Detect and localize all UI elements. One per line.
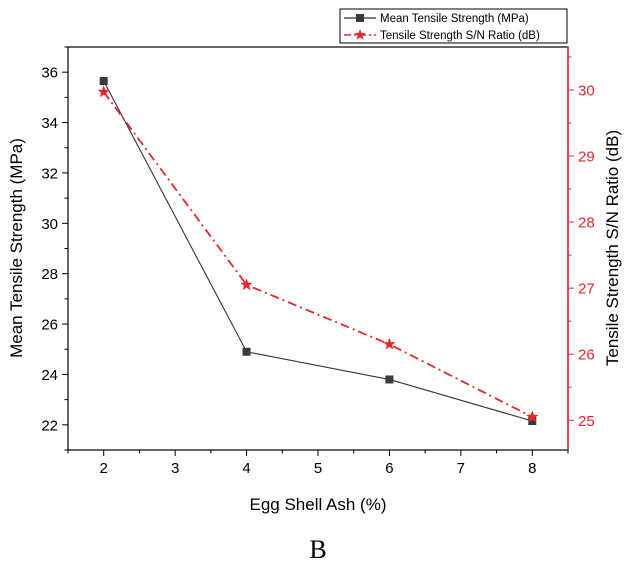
y-tick-label: 30 [41, 216, 58, 233]
x-tick-label: 8 [528, 460, 536, 477]
panel-label: B [309, 535, 326, 564]
x-tick-label: 4 [242, 460, 250, 477]
legend-label-sn: Tensile Strength S/N Ratio (dB) [380, 30, 540, 42]
y-tick-label: 36 [41, 65, 58, 82]
y2-tick-label: 29 [578, 149, 595, 166]
series-layer [97, 77, 539, 426]
legend-marker-square [356, 14, 364, 22]
x-tick-label: 5 [314, 460, 322, 477]
data-point-square [385, 375, 394, 384]
y2-tick-label: 30 [578, 82, 595, 99]
y-tick-label: 26 [41, 317, 58, 334]
x-axis-label: Egg Shell Ash (%) [249, 495, 386, 514]
series-line-0 [103, 80, 533, 422]
y2-tick-label: 27 [578, 281, 595, 298]
y-axis-left: 22 24 26 28 30 32 34 36 [41, 46, 68, 451]
data-point-star [526, 410, 539, 423]
data-point-star [240, 278, 253, 291]
legend-label-mean: Mean Tensile Strength (MPa) [380, 13, 529, 25]
data-point-square [99, 77, 108, 86]
y-tick-label: 22 [41, 417, 58, 434]
data-point-square [528, 417, 537, 426]
data-point-star [97, 85, 110, 98]
y2-tick-label: 25 [578, 413, 595, 430]
plot-frame [67, 46, 569, 451]
x-tick-label: 7 [457, 460, 465, 477]
data-point-square [242, 347, 251, 356]
y-axis-label-left: Mean Tensile Strength (MPa) [7, 138, 26, 358]
y-tick-label: 24 [41, 367, 58, 384]
y2-tick-label: 28 [578, 215, 595, 232]
x-tick-label: 6 [385, 460, 393, 477]
legend: Mean Tensile Strength (MPa) Tensile Stre… [339, 8, 568, 44]
y-axis-right: 25 26 27 28 29 30 [567, 47, 595, 450]
series-line-1 [102, 91, 533, 418]
y-axis-label-right: Tensile Strength S/N Ratio (dB) [603, 130, 622, 366]
legend-box [339, 8, 568, 44]
x-tick-label: 3 [171, 460, 179, 477]
data-point-star [383, 337, 396, 350]
y-tick-label: 32 [41, 165, 58, 182]
y-tick-label: 28 [41, 266, 58, 283]
y2-tick-label: 26 [578, 347, 595, 364]
y-tick-label: 34 [41, 115, 58, 132]
x-tick-label: 2 [100, 460, 108, 477]
x-axis: 2 3 4 5 6 7 8 [67, 450, 569, 477]
legend-marker-star [354, 29, 366, 40]
